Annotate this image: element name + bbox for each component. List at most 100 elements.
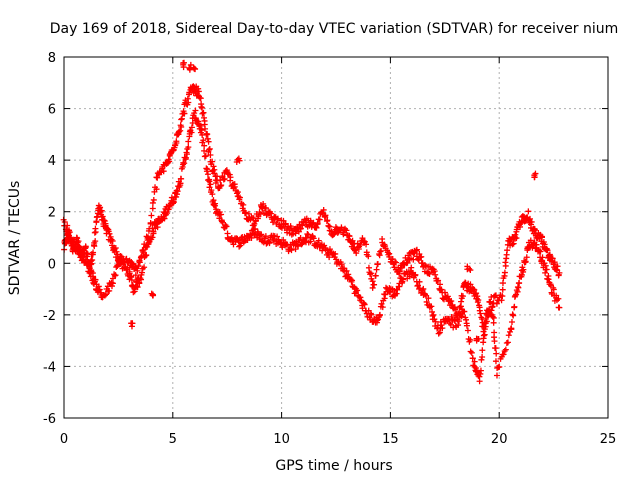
data-point [201, 142, 208, 149]
x-tick-label: 20 [491, 432, 508, 447]
data-point [178, 116, 185, 123]
plot-border [63, 56, 609, 419]
data-point [150, 196, 157, 203]
data-point [64, 222, 71, 229]
data-point [502, 262, 509, 269]
data-point [238, 240, 245, 247]
data-point [436, 329, 443, 336]
data-point [221, 175, 228, 182]
grid-layer [64, 57, 608, 418]
data-point [556, 304, 563, 311]
data-point [123, 255, 130, 262]
data-point [198, 103, 205, 110]
data-point [210, 201, 217, 208]
data-point [508, 318, 515, 325]
data-point [492, 358, 499, 365]
data-point [92, 229, 99, 236]
data-point [475, 336, 482, 343]
data-point [149, 292, 156, 299]
data-point [106, 230, 113, 237]
data-point [188, 129, 195, 136]
data-point [319, 247, 326, 254]
data-point [456, 318, 463, 325]
data-points-layer [60, 59, 563, 385]
data-point [471, 358, 478, 365]
data-point [173, 193, 180, 200]
data-point [459, 293, 466, 300]
x-tick-label: 0 [60, 432, 68, 447]
data-point [368, 311, 375, 318]
data-point [173, 138, 180, 145]
data-point [528, 218, 535, 225]
data-point [533, 241, 540, 248]
data-point [204, 166, 211, 173]
data-point [204, 135, 211, 142]
data-point [240, 201, 247, 208]
data-point [314, 220, 321, 227]
data-point [343, 227, 350, 234]
data-point [412, 271, 419, 278]
data-point [170, 199, 177, 206]
data-point [128, 323, 135, 330]
data-point [148, 212, 155, 219]
data-point [369, 284, 376, 291]
data-point [182, 154, 189, 161]
data-point [474, 293, 481, 300]
data-point [511, 303, 518, 310]
data-point [66, 229, 73, 236]
data-point [61, 219, 68, 226]
data-point [191, 65, 198, 72]
data-point [92, 276, 99, 283]
data-point [206, 146, 213, 153]
data-point [106, 287, 113, 294]
data-point [509, 241, 516, 248]
data-point [373, 266, 380, 273]
data-point [108, 283, 115, 290]
data-point [236, 194, 243, 201]
data-point [92, 238, 99, 245]
data-point [114, 251, 121, 258]
y-tick-label: -2 [43, 309, 56, 324]
data-point [340, 231, 347, 238]
y-tick-label: 0 [48, 257, 56, 272]
data-point [371, 281, 378, 288]
data-point [531, 226, 538, 233]
data-point [315, 237, 322, 244]
data-point [288, 247, 295, 254]
data-point [218, 211, 225, 218]
data-point [481, 331, 488, 338]
y-tick-label: 6 [48, 103, 56, 118]
data-point [248, 234, 255, 241]
data-point [471, 286, 478, 293]
data-point [496, 363, 503, 370]
data-point [367, 271, 374, 278]
data-point [70, 236, 77, 243]
data-point [543, 266, 550, 273]
chart-title: Day 169 of 2018, Sidereal Day-to-day VTE… [50, 21, 619, 37]
data-point [396, 268, 403, 275]
data-point [491, 338, 498, 345]
data-point [516, 279, 523, 286]
data-point [479, 354, 486, 361]
data-point [430, 311, 437, 318]
data-point [517, 223, 524, 230]
data-point [400, 276, 407, 283]
data-point [539, 254, 546, 261]
data-point [493, 372, 500, 379]
data-point [98, 207, 105, 214]
data-point [435, 330, 442, 337]
data-point [359, 305, 366, 312]
data-point [398, 264, 405, 271]
data-point [349, 277, 356, 284]
data-point [437, 281, 444, 288]
data-point [479, 316, 486, 323]
x-tick-label: 5 [169, 432, 177, 447]
data-point [338, 261, 345, 268]
data-point [180, 60, 187, 67]
y-tick-label: -6 [43, 412, 56, 427]
data-point [406, 273, 413, 280]
data-point [316, 216, 323, 223]
data-point [343, 267, 350, 274]
data-point [138, 269, 145, 276]
data-point [432, 271, 439, 278]
